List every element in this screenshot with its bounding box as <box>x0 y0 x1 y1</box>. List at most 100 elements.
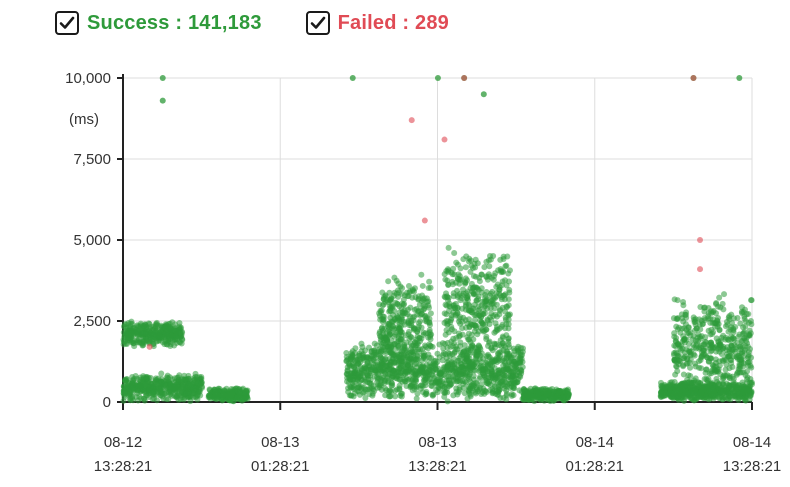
success-point <box>451 350 458 357</box>
success-point <box>474 331 481 338</box>
legend-success-toggle[interactable]: Success : 141,183 <box>55 11 262 35</box>
success-point <box>411 368 418 375</box>
success-point <box>131 343 138 350</box>
success-point <box>392 331 399 338</box>
success-point <box>428 362 435 369</box>
success-point <box>451 377 458 384</box>
success-point <box>452 311 459 318</box>
success-point <box>681 325 688 332</box>
success-point <box>405 351 412 358</box>
success-point <box>219 397 226 404</box>
success-point <box>159 97 166 104</box>
success-point <box>485 363 492 370</box>
legend-success-label: Success : 141,183 <box>87 11 262 34</box>
success-point <box>462 264 469 271</box>
success-point <box>145 320 152 327</box>
success-point <box>386 296 393 303</box>
success-point <box>206 386 213 393</box>
success-point <box>505 302 512 309</box>
success-point <box>716 294 723 301</box>
success-point <box>480 308 487 315</box>
success-point <box>429 391 436 398</box>
success-point <box>401 378 408 385</box>
legend-failed-toggle[interactable]: Failed : 289 <box>305 11 449 35</box>
success-point <box>471 344 478 351</box>
success-point <box>485 271 492 278</box>
success-point <box>514 348 521 355</box>
success-point <box>451 271 458 278</box>
success-point <box>711 363 718 370</box>
success-point <box>389 303 396 310</box>
success-point <box>132 372 139 379</box>
success-point <box>466 255 473 262</box>
success-point <box>489 300 496 307</box>
success-point <box>136 326 143 333</box>
success-point <box>442 383 449 390</box>
success-point <box>413 395 420 402</box>
success-point <box>185 389 192 396</box>
success-point <box>504 383 511 390</box>
success-point <box>484 351 491 358</box>
success-point <box>431 373 438 380</box>
success-point <box>149 395 156 402</box>
success-point <box>376 301 383 308</box>
success-point <box>721 291 728 298</box>
success-point <box>425 304 432 311</box>
success-point <box>386 289 393 296</box>
success-point <box>690 341 697 348</box>
success-point <box>746 358 753 365</box>
success-point <box>122 377 129 384</box>
success-point <box>181 376 188 383</box>
success-point <box>747 379 754 386</box>
success-point <box>672 338 679 345</box>
success-point <box>493 313 500 320</box>
success-point <box>743 311 750 318</box>
success-point <box>149 389 156 396</box>
success-point <box>464 334 471 341</box>
success-point <box>671 384 678 391</box>
failed-point <box>697 237 704 243</box>
success-point <box>411 313 418 320</box>
success-point <box>454 391 461 398</box>
success-point <box>461 390 468 397</box>
success-point <box>406 289 413 296</box>
success-point <box>516 359 523 366</box>
success-point <box>500 372 507 379</box>
success-point <box>456 332 463 339</box>
checkbox-checked-icon[interactable] <box>55 11 79 35</box>
success-point <box>391 341 398 348</box>
success-point <box>352 345 359 352</box>
success-point <box>424 372 431 379</box>
x-tick-label-date: 08-14 <box>576 434 614 451</box>
success-point <box>129 379 136 386</box>
success-point <box>725 328 732 335</box>
success-point <box>129 385 136 392</box>
success-point <box>127 397 134 404</box>
success-point <box>744 368 751 375</box>
success-point <box>173 381 180 388</box>
success-point <box>426 278 433 285</box>
success-point <box>713 348 720 355</box>
success-point <box>445 281 452 288</box>
success-point <box>464 288 471 295</box>
success-point <box>685 372 692 379</box>
success-point <box>456 377 463 384</box>
success-point <box>344 364 351 371</box>
x-tick-label-date: 08-13 <box>418 434 456 451</box>
success-point <box>662 384 669 391</box>
checkbox-checked-icon[interactable] <box>305 11 330 35</box>
success-point <box>368 380 375 387</box>
success-point <box>405 358 412 365</box>
failed-point <box>690 75 697 81</box>
success-point <box>728 342 735 349</box>
failed-point <box>146 343 153 350</box>
success-point <box>455 357 462 364</box>
success-point <box>469 383 476 390</box>
success-point <box>543 391 550 398</box>
success-point <box>465 316 472 323</box>
success-point <box>496 369 503 376</box>
success-point <box>120 397 127 404</box>
success-point <box>454 276 461 283</box>
success-point <box>724 353 731 360</box>
